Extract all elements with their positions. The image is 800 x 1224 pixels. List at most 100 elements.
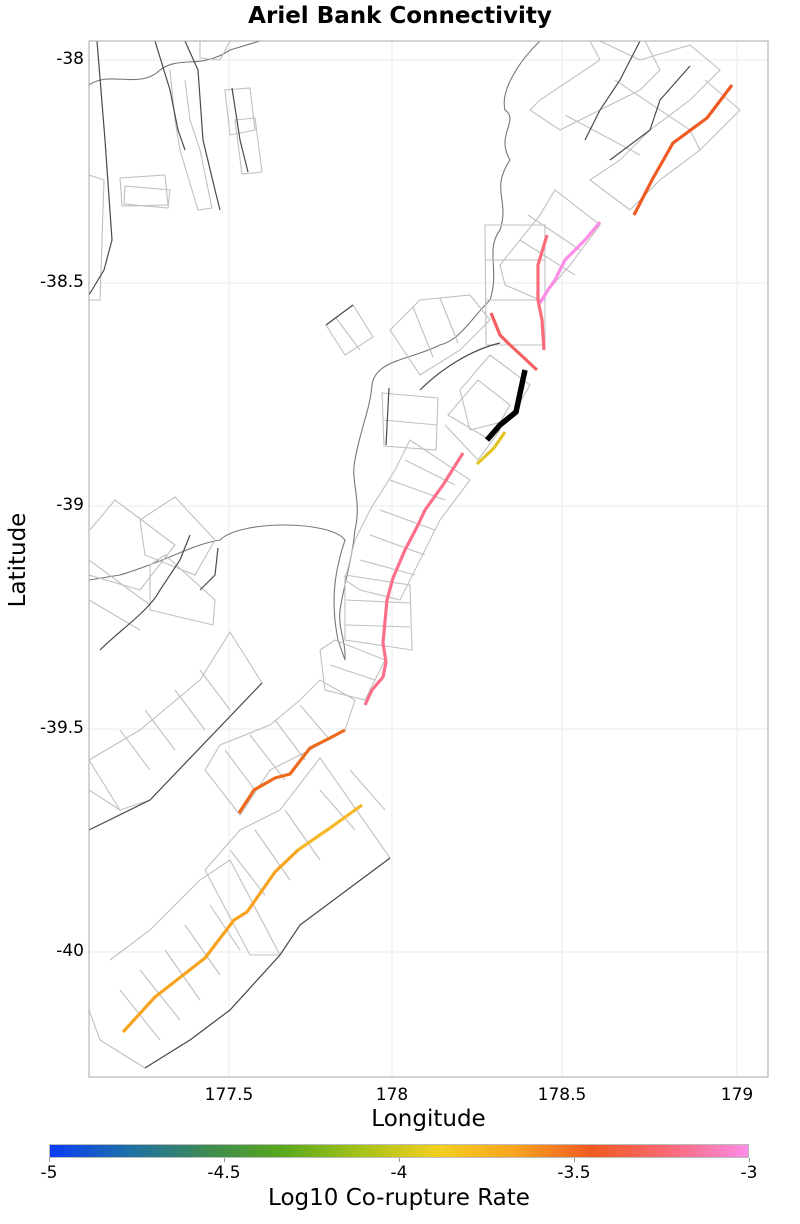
fault-trace (385, 387, 390, 446)
section-outline (119, 174, 169, 207)
fault-trace (99, 534, 191, 651)
section-outline (389, 479, 446, 501)
colorbar-tick-mark (224, 1158, 225, 1162)
section-outline (299, 704, 331, 741)
co-rupture-trace (632, 84, 734, 216)
fault-trace (184, 41, 221, 211)
section-outline (564, 114, 641, 156)
section-outline (369, 534, 426, 556)
colorbar-tick-mark (399, 1158, 400, 1162)
y-axis-label: Latitude (5, 512, 31, 608)
section-outline (89, 630, 263, 811)
section-outline (199, 669, 231, 711)
fault-traces (89, 41, 691, 1069)
section-outline (345, 624, 411, 628)
x-tick-label: 178.5 (537, 1085, 587, 1105)
section-outline (319, 789, 356, 831)
section-outline (224, 749, 256, 791)
section-outline (209, 904, 241, 951)
co-rupture-trace (536, 234, 549, 351)
co-rupture-trace (121, 848, 300, 1034)
colorbar-tick-mark (574, 1158, 575, 1162)
section-outline (444, 424, 501, 461)
section-outline (249, 734, 286, 781)
colorbar-tick-label: -5 (40, 1163, 58, 1183)
fault-trace (89, 41, 113, 296)
section-outline (139, 496, 216, 576)
y-tick-label: -38.5 (40, 272, 84, 292)
co-rupture-trace (237, 728, 346, 814)
section-outline (144, 709, 176, 751)
section-outline (447, 379, 511, 441)
x-axis-label: Longitude (371, 1106, 486, 1132)
section-outline (123, 185, 171, 209)
co-rupture-trace (363, 452, 465, 706)
section-outline (199, 41, 231, 61)
fault-trace (144, 857, 391, 1069)
section-outline (335, 317, 361, 351)
x-tick-label: 178 (375, 1085, 409, 1105)
coastline (89, 41, 541, 661)
y-tick-label: -39.5 (40, 718, 84, 738)
section-outline (519, 239, 576, 276)
gridlines (89, 41, 768, 1077)
fault-trace (609, 65, 691, 161)
fault-trace (419, 342, 501, 391)
y-tick-label: -40 (56, 941, 84, 961)
section-outline (329, 664, 376, 681)
section-outline (381, 392, 439, 451)
section-outline (319, 639, 386, 701)
section-outline (254, 829, 291, 881)
fault-section-outlines (89, 41, 741, 1069)
section-outline (379, 509, 436, 531)
section-outline (234, 117, 263, 175)
fault-trace (325, 304, 354, 326)
coastline-path (89, 41, 261, 86)
section-outline (359, 559, 416, 576)
colorbar (49, 1144, 749, 1158)
section-outline (344, 439, 471, 601)
section-outline (89, 499, 176, 591)
section-outline (229, 849, 266, 896)
x-tick-label: 177.5 (204, 1085, 254, 1105)
section-outline (174, 689, 206, 731)
section-outline (184, 924, 221, 976)
co-rupture-traces (121, 84, 734, 1034)
colorbar-tick-label: -4 (390, 1163, 408, 1183)
colorbar-tick-label: -4.5 (207, 1163, 241, 1183)
fault-trace (154, 41, 186, 151)
section-outline (529, 41, 661, 131)
colorbar-tick-label: -3 (740, 1163, 758, 1183)
section-outline (412, 306, 434, 358)
colorbar-label: Log10 Co-rupture Rate (268, 1185, 530, 1211)
colorbar-tick-label: -3.5 (557, 1163, 591, 1183)
co-rupture-trace (297, 803, 363, 852)
section-outline (89, 599, 141, 631)
co-rupture-trace (538, 220, 602, 304)
coastline-path (89, 41, 541, 661)
chart-title: Ariel Bank Connectivity (248, 3, 552, 29)
colorbar-tick-mark (49, 1158, 50, 1162)
plot-border (88, 40, 769, 1078)
target-fault-trace (484, 369, 528, 442)
section-outline (404, 459, 456, 486)
section-outline (499, 189, 601, 301)
section-outline (349, 769, 386, 811)
co-rupture-trace (475, 431, 507, 466)
section-outline (274, 719, 306, 761)
y-tick-label: -38 (56, 49, 84, 69)
section-outline (169, 69, 213, 211)
section-outline (284, 809, 321, 861)
section-outline (89, 41, 105, 301)
colorbar-tick-mark (749, 1158, 750, 1162)
section-outline (204, 757, 391, 956)
fault-trace (199, 547, 219, 591)
ariel-bank-fault-trace (484, 369, 528, 442)
section-outline (325, 304, 374, 356)
section-outline (344, 574, 413, 651)
section-outline (527, 214, 581, 251)
y-tick-label: -39 (56, 495, 84, 515)
x-tick-label: 179 (720, 1085, 754, 1105)
co-rupture-trace (489, 312, 539, 372)
